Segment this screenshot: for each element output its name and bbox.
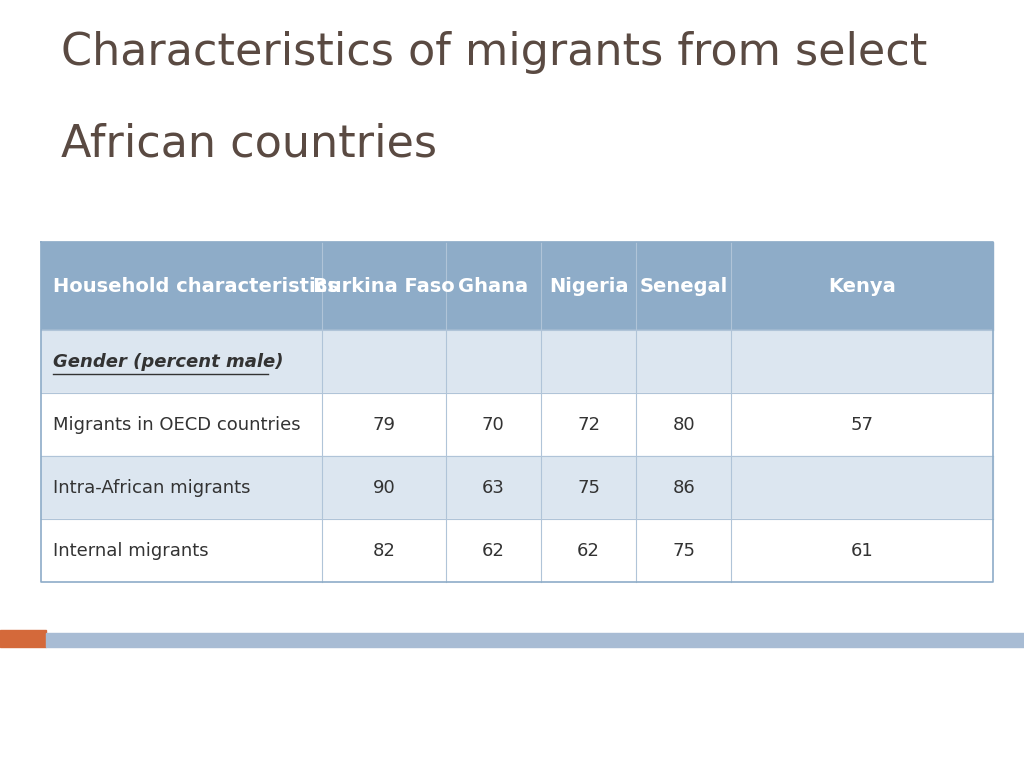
Text: Senegal: Senegal <box>640 276 728 296</box>
Text: 82: 82 <box>373 541 395 560</box>
Text: 61: 61 <box>851 541 873 560</box>
Text: African countries: African countries <box>61 123 437 166</box>
Text: 86: 86 <box>673 478 695 497</box>
Text: Ghana: Ghana <box>459 276 528 296</box>
Text: 63: 63 <box>482 478 505 497</box>
Text: 72: 72 <box>578 415 600 434</box>
Text: 70: 70 <box>482 415 505 434</box>
Text: 80: 80 <box>673 415 695 434</box>
Bar <box>46 633 1024 647</box>
Text: 75: 75 <box>578 478 600 497</box>
Bar <box>41 393 993 456</box>
Text: Intra-African migrants: Intra-African migrants <box>53 478 251 497</box>
Text: Migrants in OECD countries: Migrants in OECD countries <box>53 415 301 434</box>
Bar <box>41 330 993 393</box>
Text: Kenya: Kenya <box>828 276 896 296</box>
Bar <box>41 242 993 330</box>
Text: Gender (percent male): Gender (percent male) <box>53 353 284 371</box>
Bar <box>0 630 46 647</box>
Text: 90: 90 <box>373 478 395 497</box>
Text: Household characteristics: Household characteristics <box>53 276 339 296</box>
Bar <box>41 456 993 519</box>
Text: 62: 62 <box>482 541 505 560</box>
Text: 57: 57 <box>851 415 873 434</box>
Text: Burkina Faso: Burkina Faso <box>313 276 455 296</box>
Text: 79: 79 <box>373 415 395 434</box>
Text: 75: 75 <box>673 541 695 560</box>
Text: 62: 62 <box>578 541 600 560</box>
Text: Internal migrants: Internal migrants <box>53 541 209 560</box>
Text: Nigeria: Nigeria <box>549 276 629 296</box>
Text: Characteristics of migrants from select: Characteristics of migrants from select <box>61 31 928 74</box>
Bar <box>41 519 993 582</box>
